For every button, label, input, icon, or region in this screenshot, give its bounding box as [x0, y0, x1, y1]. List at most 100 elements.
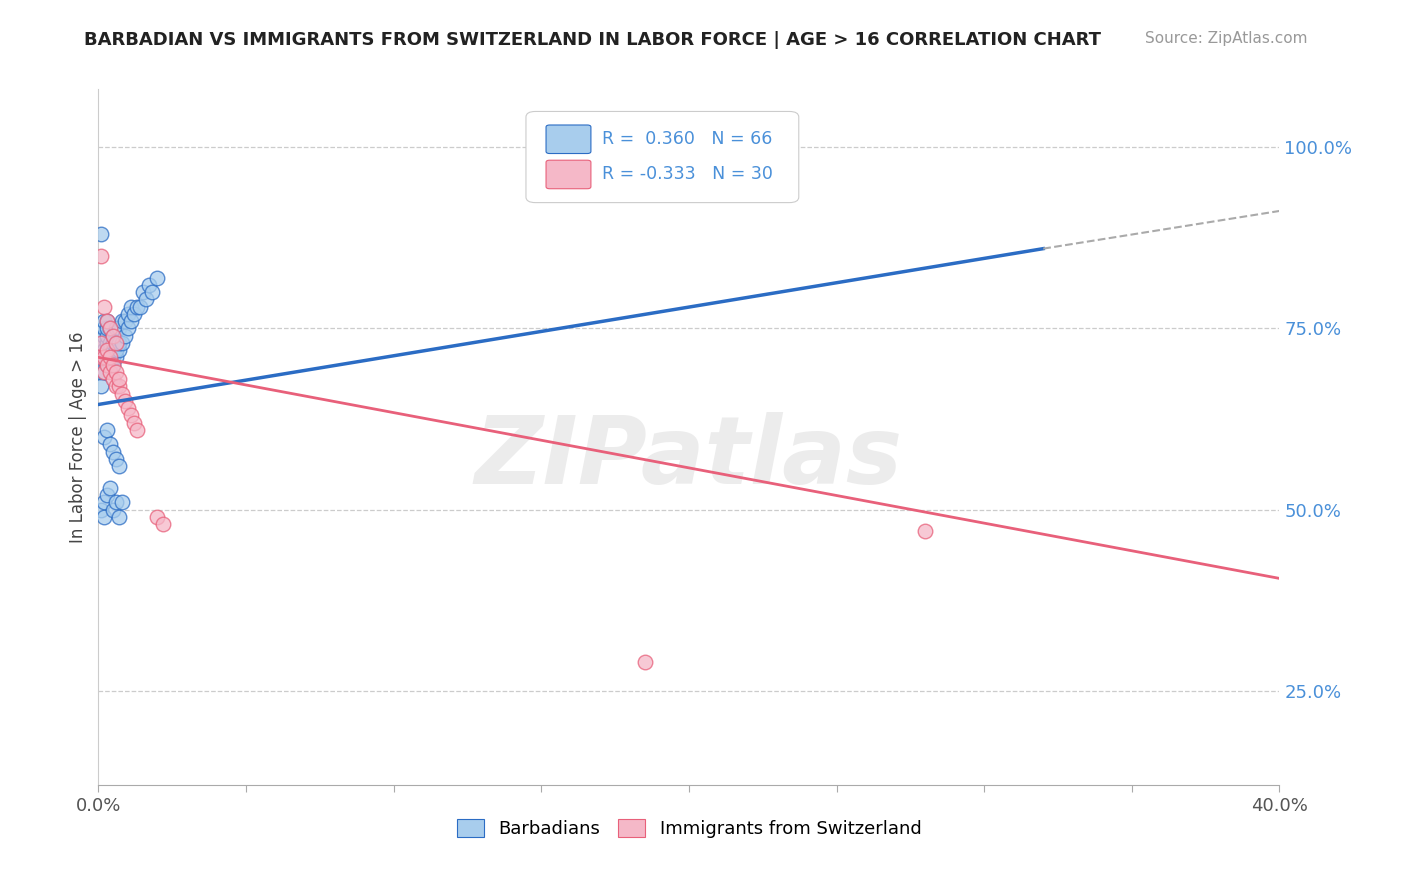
- Point: [105, 321, 128, 335]
- Point: [103, 502, 125, 516]
- Point: [914, 524, 936, 539]
- Point: [108, 458, 131, 473]
- Text: BARBADIAN VS IMMIGRANTS FROM SWITZERLAND IN LABOR FORCE | AGE > 16 CORRELATION C: BARBADIAN VS IMMIGRANTS FROM SWITZERLAND…: [84, 31, 1101, 49]
- Point: [105, 343, 128, 358]
- Point: [105, 379, 128, 393]
- Point: [96, 328, 118, 343]
- Point: [93, 321, 115, 335]
- Point: [103, 328, 125, 343]
- Point: [96, 314, 118, 328]
- Point: [103, 351, 125, 365]
- Point: [98, 481, 121, 495]
- Point: [96, 314, 118, 328]
- Point: [90, 249, 112, 263]
- FancyBboxPatch shape: [546, 125, 591, 153]
- Point: [93, 351, 115, 365]
- Point: [108, 509, 131, 524]
- Point: [120, 314, 142, 328]
- Point: [96, 335, 118, 350]
- Point: [108, 372, 131, 386]
- Point: [90, 227, 112, 242]
- Point: [105, 335, 128, 350]
- Point: [111, 335, 134, 350]
- Point: [98, 321, 121, 335]
- Point: [98, 321, 121, 335]
- Point: [105, 451, 128, 466]
- Point: [105, 495, 128, 509]
- Point: [117, 321, 139, 335]
- Point: [105, 351, 128, 365]
- FancyBboxPatch shape: [546, 161, 591, 189]
- Point: [103, 358, 125, 372]
- Point: [96, 358, 118, 372]
- Point: [90, 335, 112, 350]
- Point: [114, 328, 136, 343]
- Point: [146, 509, 169, 524]
- Text: R = -0.333   N = 30: R = -0.333 N = 30: [602, 165, 772, 184]
- Point: [117, 307, 139, 321]
- Point: [93, 328, 115, 343]
- Point: [122, 416, 145, 430]
- Point: [93, 343, 115, 358]
- Point: [96, 343, 118, 358]
- Point: [135, 293, 157, 307]
- Point: [90, 351, 112, 365]
- Point: [120, 409, 142, 423]
- Point: [103, 335, 125, 350]
- Point: [634, 655, 657, 669]
- Point: [128, 300, 150, 314]
- Legend: Barbadians, Immigrants from Switzerland: Barbadians, Immigrants from Switzerland: [450, 813, 928, 846]
- Point: [122, 307, 145, 321]
- Point: [96, 351, 118, 365]
- Point: [108, 379, 131, 393]
- Point: [98, 351, 121, 365]
- Point: [93, 365, 115, 379]
- Point: [98, 358, 121, 372]
- Text: Source: ZipAtlas.com: Source: ZipAtlas.com: [1144, 31, 1308, 46]
- FancyBboxPatch shape: [526, 112, 799, 202]
- Point: [146, 270, 169, 285]
- Point: [98, 365, 121, 379]
- Point: [103, 343, 125, 358]
- Point: [108, 343, 131, 358]
- Point: [111, 495, 134, 509]
- Point: [96, 358, 118, 372]
- Point: [93, 495, 115, 509]
- Point: [90, 335, 112, 350]
- Point: [114, 393, 136, 408]
- Point: [93, 430, 115, 444]
- Point: [96, 488, 118, 502]
- Point: [103, 372, 125, 386]
- Point: [132, 285, 155, 299]
- Point: [125, 423, 148, 437]
- Point: [90, 365, 112, 379]
- Point: [141, 285, 163, 299]
- Point: [98, 437, 121, 451]
- Text: R =  0.360   N = 66: R = 0.360 N = 66: [602, 130, 772, 148]
- Point: [93, 351, 115, 365]
- Point: [103, 444, 125, 458]
- Point: [117, 401, 139, 416]
- Point: [111, 386, 134, 401]
- Point: [120, 300, 142, 314]
- Point: [93, 509, 115, 524]
- Point: [108, 321, 131, 335]
- Point: [105, 335, 128, 350]
- Point: [114, 314, 136, 328]
- Point: [90, 502, 112, 516]
- Point: [90, 379, 112, 393]
- Point: [93, 300, 115, 314]
- Point: [103, 328, 125, 343]
- Point: [96, 343, 118, 358]
- Point: [105, 365, 128, 379]
- Point: [96, 321, 118, 335]
- Point: [93, 314, 115, 328]
- Point: [93, 365, 115, 379]
- Point: [152, 517, 174, 532]
- Point: [98, 343, 121, 358]
- Text: ZIPatlas: ZIPatlas: [475, 412, 903, 504]
- Point: [103, 358, 125, 372]
- Point: [96, 423, 118, 437]
- Point: [98, 335, 121, 350]
- Y-axis label: In Labor Force | Age > 16: In Labor Force | Age > 16: [69, 331, 87, 543]
